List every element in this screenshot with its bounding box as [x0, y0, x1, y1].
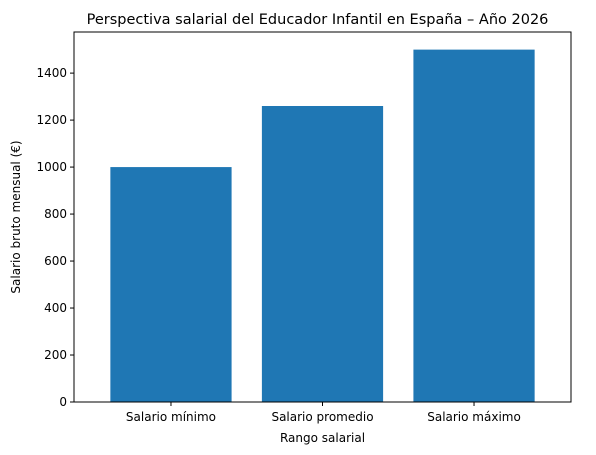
y-tick-label: 1200 [36, 113, 67, 127]
plot-frame [73, 31, 572, 403]
bars-group [110, 49, 535, 402]
x-axis-label: Rango salarial [280, 431, 365, 445]
y-tick-label: 400 [44, 301, 67, 315]
y-tick-label: 600 [44, 254, 67, 268]
y-tick-label: 800 [44, 207, 67, 221]
x-tick-label: Salario máximo [427, 410, 521, 424]
x-tick-label: Salario mínimo [126, 410, 216, 424]
y-tick-label: 200 [44, 348, 67, 362]
chart-title: Perspectiva salarial del Educador Infant… [87, 12, 549, 28]
y-axis: 0 200 400 600 800 1000 1200 1400 [36, 66, 74, 409]
y-tick-label: 1000 [36, 160, 67, 174]
y-tick-label: 0 [59, 395, 67, 409]
y-tick-label: 1400 [36, 66, 67, 80]
x-axis: Salario mínimo Salario promedio Salario má… [126, 402, 521, 424]
y-axis-label: Salario bruto mensual (€) [9, 140, 23, 293]
bar-2 [261, 106, 384, 402]
x-tick-label: Salario promedio [271, 410, 373, 424]
bar-1 [110, 167, 232, 402]
bar-3 [413, 49, 535, 402]
